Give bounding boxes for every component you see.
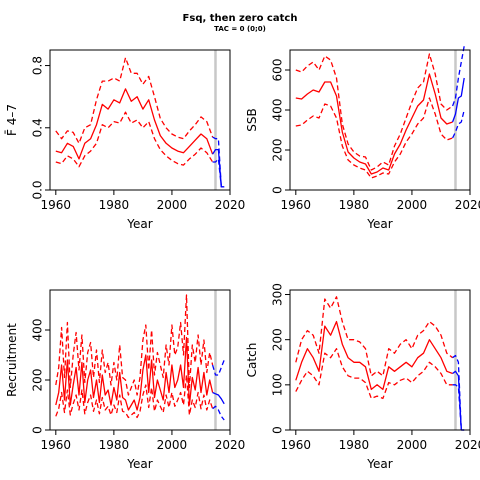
panel-2-historic-dashed-line-2	[55, 374, 214, 419]
panel-3-ytick-label-100: 100	[271, 373, 285, 396]
panel-3-ylabel: Catch	[245, 343, 259, 378]
panel-0-projection-dashed-line-5	[212, 158, 225, 188]
panel-2-xtick-label-1980: 1980	[99, 438, 130, 452]
figure-title: Fsq, then zero catch	[183, 13, 298, 24]
panel-1-ytick-label-200: 200	[271, 139, 285, 162]
panel-3-ytick-label-0: 0	[271, 426, 285, 434]
panel-2-ytick-label-400: 400	[31, 319, 45, 342]
panel-3-projection-dashed-line-4	[452, 354, 465, 431]
panel-3-xtick-label-2000: 2000	[397, 438, 428, 452]
panel-0-frame	[49, 49, 231, 191]
panel-1-xtick-label-1960: 1960	[281, 198, 312, 212]
panel-3-historic-dashed-line-2	[295, 348, 453, 400]
panel-0-projection-dashed-line-4	[212, 136, 225, 188]
panel-2-projection-solid-line-3	[212, 391, 225, 405]
panel-3-historic-dashed-line-1	[295, 296, 453, 377]
panel-1-ytick-label-400: 400	[271, 99, 285, 122]
panel-ssb: 1960 1980 2000 2020 0 200 400 600 Year SSB	[245, 45, 480, 231]
panel-0-historic-dashed-line-1	[55, 57, 214, 144]
panel-1-xtick-label-2000: 2000	[397, 198, 428, 212]
panel-fbar: 1960 1980 2000 2020 0.0 0.4 0.8 Year F̄ 4–7	[5, 49, 246, 231]
panel-1-projection-dashed-line-5	[452, 109, 465, 139]
panel-0-xlabel: Year	[126, 217, 152, 231]
panel-1-xtick-label-2020: 2020	[455, 198, 480, 212]
panel-3-xtick-label-1960: 1960	[281, 438, 312, 452]
panel-1-projection-dashed-line-4	[451, 45, 465, 107]
panel-2-xtick-label-1960: 1960	[41, 438, 72, 452]
panel-recruitment: 1960 1980 2000 2020 0 200 400 Year Recruitment	[5, 289, 246, 471]
panel-3-xtick-label-2020: 2020	[455, 438, 480, 452]
panel-catch: 1960 1980 2000 2020 0 100 200 300 Year Catch	[245, 283, 480, 471]
panel-1-ytick-label-0: 0	[271, 186, 285, 194]
panel-2-ylabel: Recruitment	[5, 323, 19, 397]
panel-3-historic-solid-line-0	[295, 320, 453, 391]
panel-0-ytick-label-0-8: 0.8	[31, 56, 45, 75]
panel-1-xlabel: Year	[366, 217, 392, 231]
panel-0-xtick-label-1960: 1960	[41, 198, 72, 212]
panel-0-xtick-label-2000: 2000	[157, 198, 188, 212]
panel-0-xtick-label-1980: 1980	[99, 198, 130, 212]
panel-2-projection-dashed-line-5	[212, 405, 225, 421]
panel-2-ytick-label-200: 200	[31, 369, 45, 392]
panel-1-frame	[289, 49, 471, 191]
panel-3-frame	[289, 289, 471, 431]
panel-2-historic-solid-line-0	[55, 336, 214, 411]
panel-2-xtick-label-2020: 2020	[215, 438, 246, 452]
panel-2-ytick-label-0: 0	[31, 426, 45, 434]
panel-0-ytick-label-0-0: 0.0	[31, 180, 45, 199]
figure-subtitle: TAC = 0 (0;0)	[214, 25, 266, 33]
panel-3-xtick-label-1980: 1980	[339, 438, 370, 452]
panel-0-ytick-label-0-4: 0.4	[31, 118, 45, 137]
panel-1-projection-solid-line-3	[451, 77, 465, 123]
panel-3-ytick-label-200: 200	[271, 328, 285, 351]
panel-3-ytick-label-300: 300	[271, 283, 285, 306]
panel-1-historic-dashed-line-1	[295, 53, 453, 171]
panel-1-historic-solid-line-0	[295, 73, 453, 175]
panel-0-historic-dashed-line-2	[55, 111, 214, 168]
panel-2-xtick-label-2000: 2000	[157, 438, 188, 452]
panel-1-historic-dashed-line-2	[295, 97, 453, 179]
panel-1-ytick-label-600: 600	[271, 59, 285, 82]
panel-2-historic-dashed-line-1	[55, 294, 214, 396]
panel-1-ylabel: SSB	[245, 108, 259, 131]
panel-0-xtick-label-2020: 2020	[215, 198, 246, 212]
panel-0-historic-solid-line-0	[55, 88, 214, 160]
panel-2-frame	[49, 289, 231, 431]
panel-1-xtick-label-1980: 1980	[339, 198, 370, 212]
panel-0-ylabel: F̄ 4–7	[5, 104, 19, 136]
panel-3-xlabel: Year	[366, 457, 392, 471]
panel-2-xlabel: Year	[126, 457, 152, 471]
panel-2-projection-dashed-line-4	[211, 359, 225, 376]
